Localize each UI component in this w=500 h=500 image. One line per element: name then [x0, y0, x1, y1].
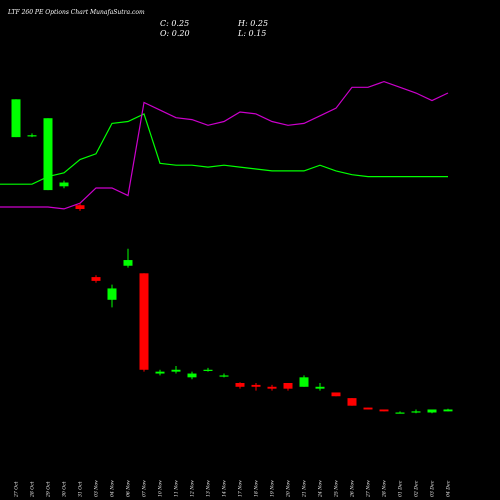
x-tick-label: 19 Nov: [270, 480, 276, 497]
candle-body: [363, 407, 373, 410]
candle-body: [427, 409, 437, 413]
candle-body: [283, 383, 293, 389]
candle-body: [299, 377, 309, 387]
candle-body: [91, 277, 101, 281]
candle-body: [107, 288, 117, 300]
x-tick-label: 26 Nov: [350, 480, 356, 498]
candle-body: [43, 118, 53, 191]
ohlc-close: C: 0.25: [160, 19, 189, 28]
candle-body: [155, 371, 165, 374]
ohlc-low: L: 0.15: [237, 29, 266, 38]
x-tick-label: 30 Oct: [62, 481, 68, 497]
series-line-2: [0, 80, 449, 210]
candle-body: [11, 99, 21, 138]
ohlc-open: O: 0.20: [160, 29, 190, 38]
x-tick-label: 14 Nov: [222, 480, 228, 497]
candle-body: [379, 409, 389, 412]
candle-body: [59, 182, 69, 187]
candle-body: [267, 386, 277, 389]
x-tick-label: 04 Dec: [446, 480, 452, 497]
x-tick-label: 02 Dec: [414, 480, 420, 497]
x-tick-label: 27 Nov: [366, 480, 372, 498]
x-tick-label: 17 Nov: [238, 480, 244, 497]
x-tick-label: 28 Oct: [30, 481, 36, 498]
x-tick-label: 03 Nov: [94, 480, 100, 497]
candle-body: [171, 369, 181, 372]
chart-title: LTF 260 PE Options Chart MunafaSutra.com: [7, 9, 145, 16]
candle-body: [347, 398, 357, 406]
x-tick-label: 20 Nov: [286, 480, 292, 498]
x-tick-label: 31 Oct: [78, 481, 84, 497]
x-tick-label: 24 Nov: [318, 480, 324, 498]
x-tick-label: 29 Oct: [46, 481, 52, 498]
x-axis-ticks: 27 Oct 28 Oct 29 Oct 30 Oct 31 Oct 03 Nov 04 N…: [14, 480, 452, 498]
x-tick-label: 04 Nov: [110, 480, 116, 497]
x-tick-label: 12 Nov: [190, 480, 196, 497]
candle-body: [75, 205, 85, 209]
candle-body: [315, 386, 325, 389]
candle-body: [443, 409, 453, 412]
candle-body: [395, 412, 405, 414]
x-tick-label: 18 Nov: [254, 480, 260, 497]
candle-body: [187, 373, 197, 378]
candle-body: [331, 392, 341, 397]
x-tick-label: 28 Nov: [382, 480, 388, 498]
candle-body: [203, 369, 213, 371]
x-tick-label: 25 Nov: [334, 480, 340, 498]
x-tick-label: 03 Dec: [430, 480, 436, 497]
x-tick-label: 13 Nov: [206, 480, 212, 497]
x-tick-label: 27 Oct: [14, 481, 20, 498]
candle-body: [27, 135, 37, 137]
candle-body: [123, 260, 133, 266]
x-tick-label: 06 Nov: [126, 480, 132, 497]
indicator-lines: [0, 80, 449, 210]
candle-body: [411, 411, 421, 413]
x-tick-label: 11 Nov: [174, 480, 180, 497]
candle-body: [251, 384, 261, 387]
candle-body: [139, 273, 149, 370]
x-tick-label: 01 Dec: [398, 480, 404, 497]
ohlc-high: H: 0.25: [237, 19, 268, 28]
candlesticks: [11, 99, 453, 414]
x-tick-label: 10 Nov: [158, 480, 164, 497]
series-line-1: [0, 113, 448, 185]
x-tick-label: 07 Nov: [142, 480, 148, 497]
candle-body: [219, 375, 229, 377]
x-tick-label: 21 Nov: [302, 480, 308, 498]
candle-body: [235, 383, 245, 387]
